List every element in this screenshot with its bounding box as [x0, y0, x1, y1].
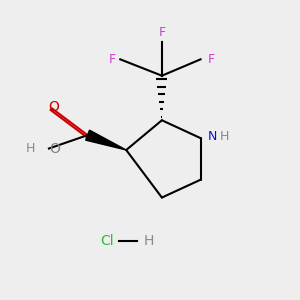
Text: H: H — [220, 130, 229, 143]
Text: H: H — [144, 234, 154, 248]
Text: F: F — [158, 26, 166, 39]
Text: N: N — [208, 130, 217, 143]
Text: Cl: Cl — [101, 234, 114, 248]
Text: O: O — [48, 100, 59, 114]
Text: H: H — [26, 142, 36, 155]
Text: F: F — [208, 53, 215, 66]
Polygon shape — [86, 130, 126, 150]
Text: O: O — [49, 142, 60, 155]
Text: F: F — [109, 53, 116, 66]
